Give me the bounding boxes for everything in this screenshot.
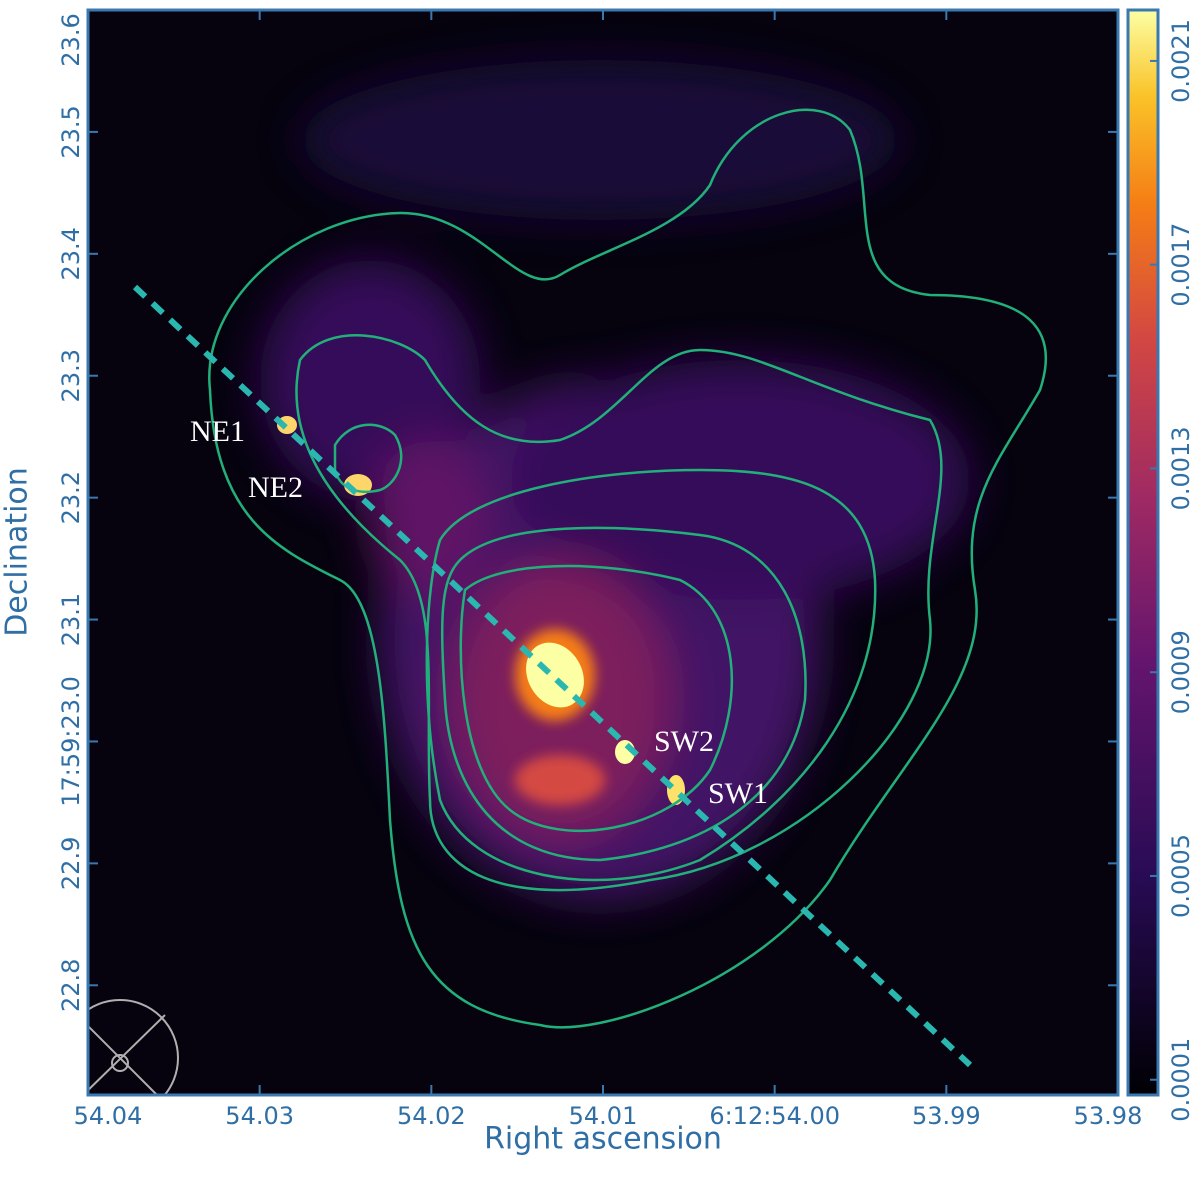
y-tick-label: 23.4	[57, 227, 85, 280]
annotation: SW1	[708, 777, 768, 810]
x-tick-label: 6:12:54.00	[709, 1102, 840, 1130]
sky-image	[88, 10, 1118, 1095]
x-tick-label: 54.01	[569, 1102, 638, 1130]
annotation: NE1	[190, 415, 245, 448]
beam	[88, 999, 179, 1095]
annotation: SW2	[654, 725, 714, 758]
y-tick-label: 17:59:23.0	[57, 676, 85, 807]
colorbar-tick-label: 0.0021	[1167, 19, 1195, 103]
y-axis-label: Declination	[0, 467, 35, 637]
colorbar	[1126, 8, 1160, 1097]
x-axis-label: Right ascension	[484, 1122, 722, 1157]
colorbar-tick-label: 0.0001	[1167, 1038, 1195, 1122]
colorbar-tick-label: 0.0013	[1167, 426, 1195, 510]
y-tick-label: 23.6	[57, 13, 85, 66]
x-tick-label: 53.99	[912, 1102, 981, 1130]
annotation: NE2	[248, 471, 303, 504]
y-tick-label: 22.8	[57, 959, 85, 1012]
y-tick-label: 22.9	[57, 837, 85, 890]
x-tick-label: 54.04	[74, 1102, 143, 1130]
x-tick-label: 53.98	[1074, 1102, 1143, 1130]
colorbar-tick-label: 0.0005	[1167, 834, 1195, 918]
contours	[208, 108, 1048, 1029]
y-tick-label: 23.1	[57, 593, 85, 646]
y-tick-label: 23.2	[57, 471, 85, 524]
x-tick-label: 54.03	[225, 1102, 294, 1130]
y-tick-label: 23.3	[57, 349, 85, 402]
x-tick-label: 54.02	[397, 1102, 466, 1130]
y-tick-label: 23.5	[57, 105, 85, 158]
colorbar-tick-label: 0.0017	[1167, 223, 1195, 307]
colorbar-tick-label: 0.0009	[1167, 630, 1195, 714]
